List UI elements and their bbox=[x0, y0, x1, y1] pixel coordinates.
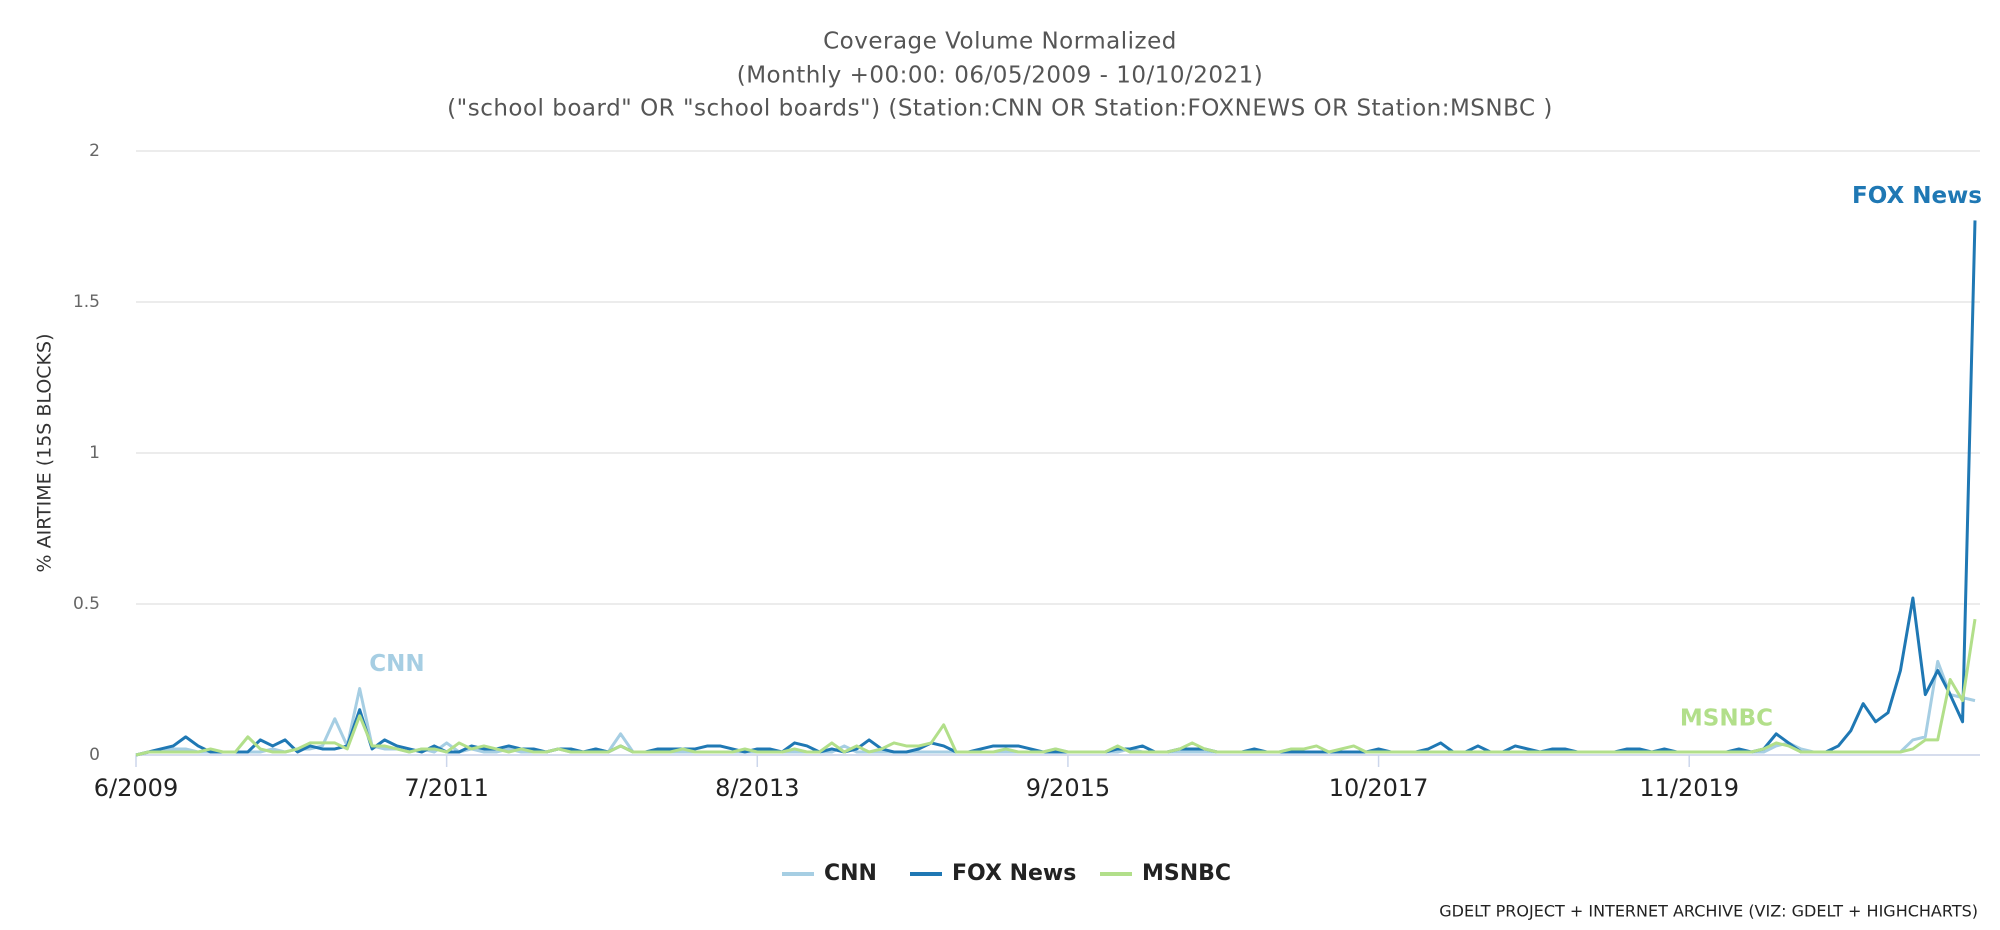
y-axis-label: % AIRTIME (15S BLOCKS) bbox=[34, 334, 56, 573]
legend-label: FOX News bbox=[952, 861, 1076, 886]
y-tick-label: 1 bbox=[89, 443, 100, 463]
x-tick-label: 6/2009 bbox=[94, 774, 178, 802]
legend-label: CNN bbox=[824, 861, 877, 886]
x-tick-label: 8/2013 bbox=[715, 774, 799, 802]
y-tick-label: 1.5 bbox=[73, 292, 100, 312]
annotation: MSNBC bbox=[1680, 705, 1773, 731]
chart-query: ("school board" OR "school boards") (Sta… bbox=[447, 96, 1553, 122]
x-tick-label: 9/2015 bbox=[1026, 774, 1110, 802]
y-tick-label: 2 bbox=[89, 141, 100, 161]
credit: GDELT PROJECT + INTERNET ARCHIVE (VIZ: G… bbox=[1439, 902, 1978, 921]
x-tick-label: 7/2011 bbox=[404, 774, 488, 802]
chart-title: Coverage Volume Normalized bbox=[823, 29, 1177, 55]
annotation: FOX News bbox=[1852, 183, 1982, 209]
y-tick-label: 0 bbox=[89, 745, 100, 765]
series-line bbox=[135, 618, 1977, 757]
annotation: CNN bbox=[369, 651, 424, 677]
chart-subtitle: (Monthly +00:00: 06/05/2009 - 10/10/2021… bbox=[737, 63, 1264, 89]
y-tick-label: 0.5 bbox=[73, 594, 100, 614]
legend-label: MSNBC bbox=[1142, 861, 1231, 886]
x-tick-label: 11/2019 bbox=[1639, 774, 1739, 802]
x-tick-label: 10/2017 bbox=[1329, 774, 1429, 802]
